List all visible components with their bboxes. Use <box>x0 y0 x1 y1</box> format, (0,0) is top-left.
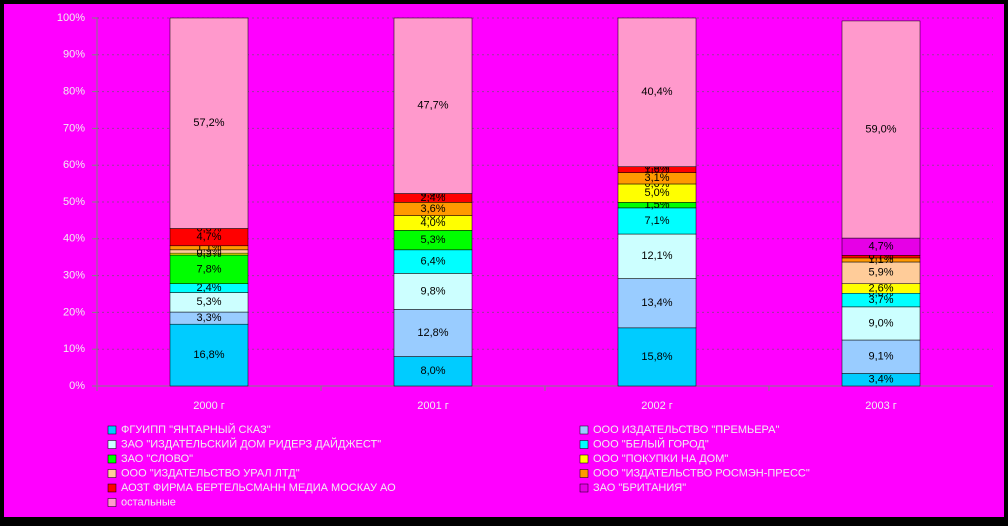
data-label: 8,0% <box>420 365 445 377</box>
legend-swatch <box>107 498 117 507</box>
bar-segment <box>617 327 697 387</box>
bar-segment <box>617 233 697 279</box>
legend-label: ООО "ИЗДАТЕЛЬСТВО УРАЛ ЛТД" <box>121 467 300 479</box>
legend-swatch <box>579 425 589 435</box>
data-label: 3,1% <box>644 172 669 184</box>
legend-swatch <box>579 440 589 449</box>
legend-swatch <box>107 454 117 464</box>
y-tick-label: 30% <box>63 270 85 282</box>
legend-label: остальные <box>121 496 176 508</box>
data-label: 13,4% <box>641 297 672 309</box>
y-tick-label: 40% <box>63 233 85 245</box>
data-label: 3,6% <box>420 203 445 215</box>
data-label: 3,3% <box>196 312 221 324</box>
data-label: 2,6% <box>868 282 893 294</box>
data-label: 9,0% <box>868 317 893 329</box>
data-label: 15,8% <box>641 351 672 363</box>
bar-segment <box>393 273 473 310</box>
data-label: 5,9% <box>868 267 893 279</box>
bar-segment <box>169 17 249 229</box>
data-label: 5,3% <box>420 234 445 246</box>
data-label: 12,8% <box>417 327 448 339</box>
x-tick-label: 2001 г <box>417 400 449 412</box>
data-label: 16,8% <box>193 349 224 361</box>
data-label: 2,4% <box>196 282 221 294</box>
data-label: 7,8% <box>196 263 221 275</box>
legend-label: ООО ИЗДАТЕЛЬСТВО "ПРЕМЬЕРА" <box>593 424 779 436</box>
y-tick-label: 60% <box>63 159 85 171</box>
data-label: 5,3% <box>196 296 221 308</box>
data-label: 4,7% <box>868 241 893 253</box>
legend-swatch <box>107 440 117 449</box>
legend-label: АОЗТ ФИРМА БЕРТЕЛЬСМАНН МЕДИА МОСКАУ АО <box>121 482 396 494</box>
bar-segment <box>617 278 697 329</box>
data-label: 59,0% <box>865 123 896 135</box>
legend-label: ЗАО "ИЗДАТЕЛЬСКИЙ ДОМ РИДЕРЗ ДАЙДЖЕСТ" <box>121 437 381 450</box>
bar-segment <box>393 17 473 194</box>
y-tick-label: 0% <box>69 380 85 392</box>
data-label: 3,4% <box>868 374 893 386</box>
data-label: 12,1% <box>641 250 672 262</box>
legend-label: ООО "ИЗДАТЕЛЬСТВО РОСМЭН-ПРЕСС" <box>593 467 810 479</box>
y-tick-label: 90% <box>63 49 85 61</box>
data-label: 5,0% <box>644 187 669 199</box>
bar-segment <box>393 356 473 387</box>
data-label: 6,4% <box>420 256 445 268</box>
bar-segment <box>617 17 697 167</box>
bar-segment <box>169 254 249 284</box>
legend-swatch <box>107 425 117 435</box>
legend-label: ЗАО "БРИТАНИЯ" <box>593 482 686 494</box>
bar-segment <box>841 339 921 374</box>
y-tick-label: 10% <box>63 343 85 355</box>
data-label: 47,7% <box>417 100 448 112</box>
legend-swatch <box>579 469 589 478</box>
y-tick-label: 70% <box>63 122 85 134</box>
x-tick-label: 2003 г <box>865 400 897 412</box>
legend-swatch <box>579 483 589 493</box>
bar-segment <box>841 20 921 239</box>
legend-label: ООО "БЕЛЫЙ ГОРОД" <box>593 437 709 450</box>
legend-label: ООО "ПОКУПКИ НА ДОМ" <box>593 453 728 465</box>
legend-swatch <box>107 483 117 493</box>
data-label: 9,8% <box>420 285 445 297</box>
data-label: 4,7% <box>196 231 221 243</box>
y-tick-label: 100% <box>57 12 85 24</box>
data-label: 9,1% <box>868 351 893 363</box>
data-label: 4,0% <box>420 217 445 229</box>
legend-swatch <box>107 469 117 478</box>
legend-label: ЗАО "СЛОВО" <box>121 453 193 465</box>
x-tick-label: 2000 г <box>193 400 225 412</box>
bar-segment <box>841 306 921 341</box>
data-label: 40,4% <box>641 86 672 98</box>
bar-segment <box>617 207 697 235</box>
legend-label: ФГУИПП "ЯНТАРНЫЙ СКАЗ" <box>121 423 271 436</box>
data-label: 2,4% <box>420 192 445 204</box>
y-tick-label: 20% <box>63 306 85 318</box>
data-label: 7,1% <box>644 215 669 227</box>
x-tick-label: 2002 г <box>641 400 673 412</box>
data-label: 3,7% <box>868 294 893 306</box>
bar-segment <box>169 323 249 387</box>
legend-swatch <box>579 454 589 464</box>
bar-segment <box>393 309 473 357</box>
y-tick-label: 80% <box>63 86 85 98</box>
data-label: 57,2% <box>193 117 224 129</box>
y-tick-label: 50% <box>63 196 85 208</box>
